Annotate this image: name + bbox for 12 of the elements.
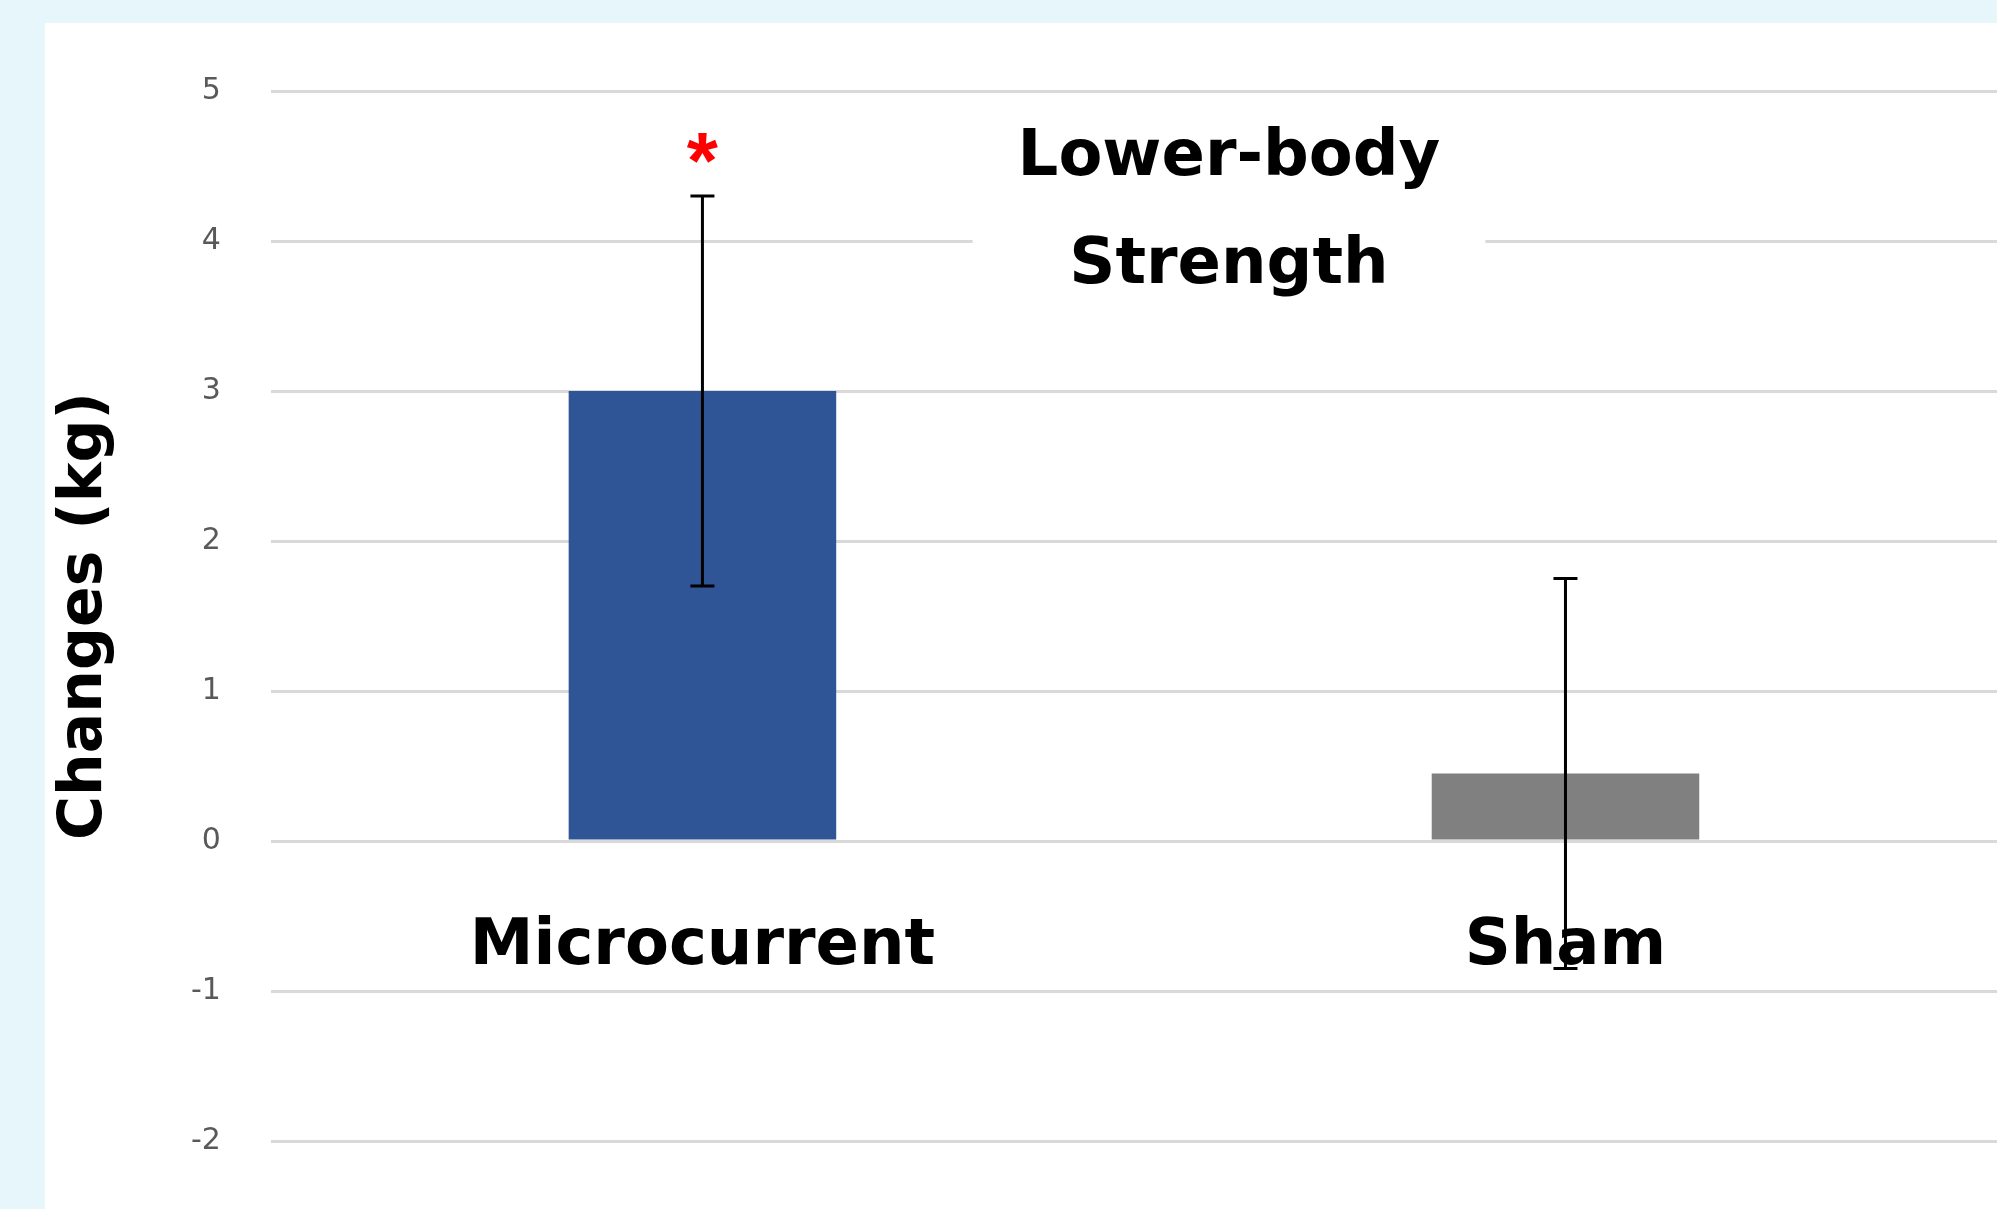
y-tick-label: 1 [201,670,221,706]
y-tick-label: -1 [190,970,221,1006]
y-tick-label: -2 [190,1120,221,1156]
text: Lower-body Strength [1017,116,1441,299]
y-tick-label: 5 [201,70,221,106]
y-tick-label: 4 [201,220,221,256]
annotation: * [686,116,719,206]
y-axis-title: Changes (kg) [44,392,115,840]
y-tick-label: 0 [201,820,221,856]
y-tick-label: 3 [201,370,221,406]
x-tick-label: Microcurrent [469,905,936,980]
y-tick-label: 2 [201,520,221,556]
